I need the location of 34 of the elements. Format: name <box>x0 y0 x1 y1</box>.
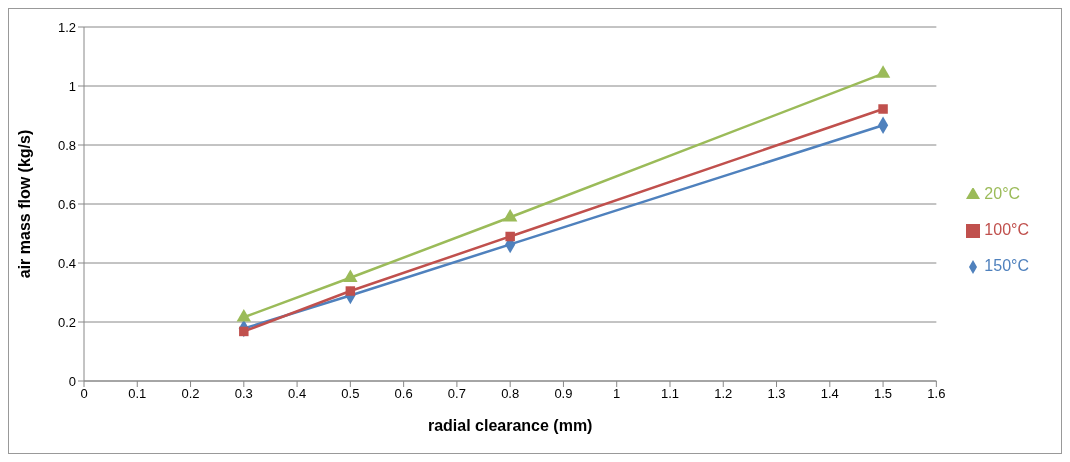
x-tick-label: 1.5 <box>874 386 893 402</box>
legend-label: 100°C <box>984 221 1029 238</box>
x-tick-label: 0.9 <box>554 386 573 402</box>
x-tick-label: 1.6 <box>927 386 946 402</box>
y-axis-title: air mass flow (kg/s) <box>15 129 33 279</box>
x-tick-label: 1.2 <box>714 386 733 402</box>
y-tick-label: 0.8 <box>57 137 76 153</box>
x-tick-label: 0.1 <box>128 386 147 402</box>
legend-label: 150°C <box>984 257 1029 274</box>
point <box>345 286 356 296</box>
point <box>878 104 888 114</box>
x-tick-label: 1.1 <box>660 386 680 402</box>
y-tick-label: 0.2 <box>57 314 76 330</box>
y-tick-label: 0.4 <box>57 255 76 271</box>
x-tick-label: 0.4 <box>288 386 307 402</box>
y-tick-label: 0 <box>68 373 76 389</box>
x-tick-label: 1.3 <box>767 386 786 402</box>
x-tick-label: 1.4 <box>820 386 839 402</box>
y-tick-label: 1.2 <box>57 19 76 35</box>
x-tick-label: 0.6 <box>394 386 413 402</box>
point <box>239 326 249 337</box>
legend-label: 20°C <box>984 185 1021 202</box>
x-tick-label: 0.7 <box>447 386 466 402</box>
x-tick-label: 1 <box>613 386 621 402</box>
point <box>875 65 891 78</box>
x-tick-label: 0 <box>80 386 88 402</box>
y-tick-label: 0.6 <box>57 196 76 212</box>
y-tick-label: 1 <box>68 78 76 94</box>
x-tick-label: 0.5 <box>341 386 360 402</box>
x-tick-label: 0.2 <box>181 386 200 402</box>
x-tick-label: 0.3 <box>234 386 253 402</box>
x-axis-title: radial clearance (mm) <box>427 417 593 434</box>
x-tick-label: 0.8 <box>501 386 520 402</box>
point <box>505 231 515 242</box>
